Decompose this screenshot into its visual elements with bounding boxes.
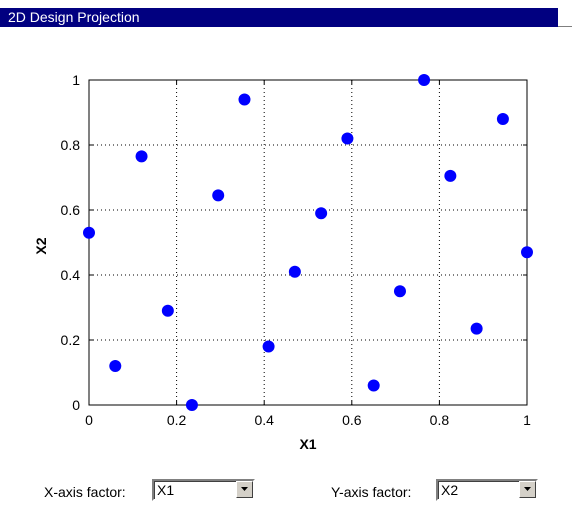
- data-point: [444, 169, 457, 182]
- x-axis-factor-label: X-axis factor:: [44, 484, 126, 500]
- y-axis-factor-label: Y-axis factor:: [331, 484, 412, 500]
- y-tick-label: 1: [72, 72, 80, 88]
- data-point: [238, 93, 251, 106]
- chevron-down-icon[interactable]: [236, 481, 253, 498]
- data-point: [135, 150, 148, 163]
- scatter-chart: 0 0.2 0.4 0.6 0.8 1 0 0.2 0.4 0.6 0.8 1 X1 X2: [33, 72, 533, 452]
- data-point: [315, 207, 328, 220]
- data-point: [262, 340, 275, 353]
- y-axis-factor-value: X2: [441, 482, 459, 498]
- data-point: [161, 304, 174, 317]
- y-tick-label: 0: [72, 397, 80, 413]
- y-tick-label: 0.2: [61, 332, 81, 348]
- data-point: [521, 246, 533, 259]
- x-axis-factor-value: X1: [157, 482, 175, 498]
- x-axis-factor-select[interactable]: X1: [152, 479, 255, 501]
- axis-factor-controls: X-axis factor: X1 Y-axis factor: X2: [0, 476, 572, 506]
- data-point: [288, 265, 301, 278]
- data-point: [212, 189, 225, 202]
- data-point: [341, 132, 354, 145]
- data-point: [496, 113, 509, 125]
- data-point: [367, 379, 380, 392]
- x-tick-label: 0.4: [254, 412, 274, 428]
- y-tick-label: 0.4: [61, 267, 81, 283]
- data-point: [83, 226, 95, 239]
- window-title: 2D Design Projection: [0, 8, 558, 27]
- scatter-plot-area: 0 0.2 0.4 0.6 0.8 1 0 0.2 0.4 0.6 0.8 1 X1 X2: [0, 40, 572, 460]
- plot-frame: [88, 79, 528, 406]
- x-axis-label: X1: [299, 436, 316, 452]
- y-tick-label: 0.6: [61, 202, 81, 218]
- title-divider: [558, 26, 572, 27]
- x-tick-label: 0.2: [167, 412, 187, 428]
- data-point: [393, 285, 406, 298]
- data-point: [109, 360, 122, 372]
- x-tick-label: 1: [523, 412, 531, 428]
- x-tick-label: 0.8: [430, 412, 450, 428]
- data-point: [470, 322, 483, 335]
- x-tick-label: 0.6: [342, 412, 362, 428]
- y-tick-label: 0.8: [61, 137, 81, 153]
- y-axis-factor-select[interactable]: X2: [436, 479, 538, 501]
- x-tick-label: 0: [85, 412, 93, 428]
- chevron-down-icon[interactable]: [519, 481, 536, 498]
- y-axis-label: X2: [33, 237, 49, 254]
- data-point: [185, 399, 198, 411]
- data-point: [418, 74, 431, 86]
- title-bar: 2D Design Projection: [0, 0, 572, 28]
